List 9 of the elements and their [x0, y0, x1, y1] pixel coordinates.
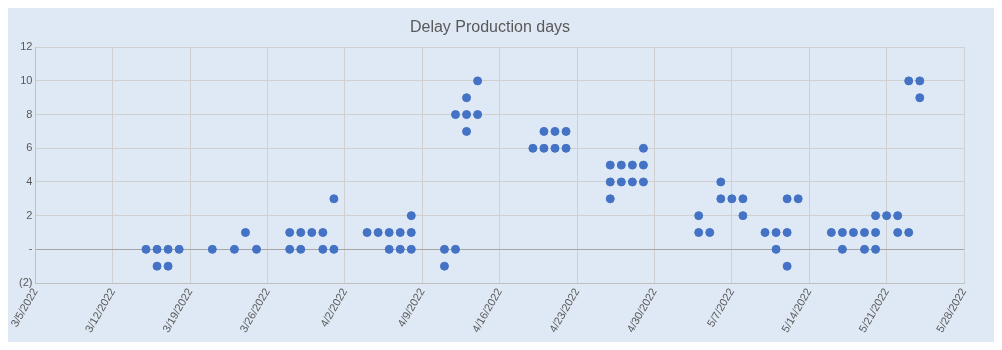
y-tick-label: 10: [20, 73, 33, 86]
y-tick-label: 12: [20, 40, 33, 53]
y-tick-label: -: [28, 242, 33, 255]
y-tick-label: 6: [26, 141, 33, 154]
y-tick-label: 8: [26, 107, 33, 120]
y-tick-label: 2: [26, 208, 33, 221]
y-tick-label: 4: [26, 174, 33, 187]
chart-title: Delay Production days: [409, 18, 571, 36]
y-tick-label: (2): [18, 276, 33, 289]
